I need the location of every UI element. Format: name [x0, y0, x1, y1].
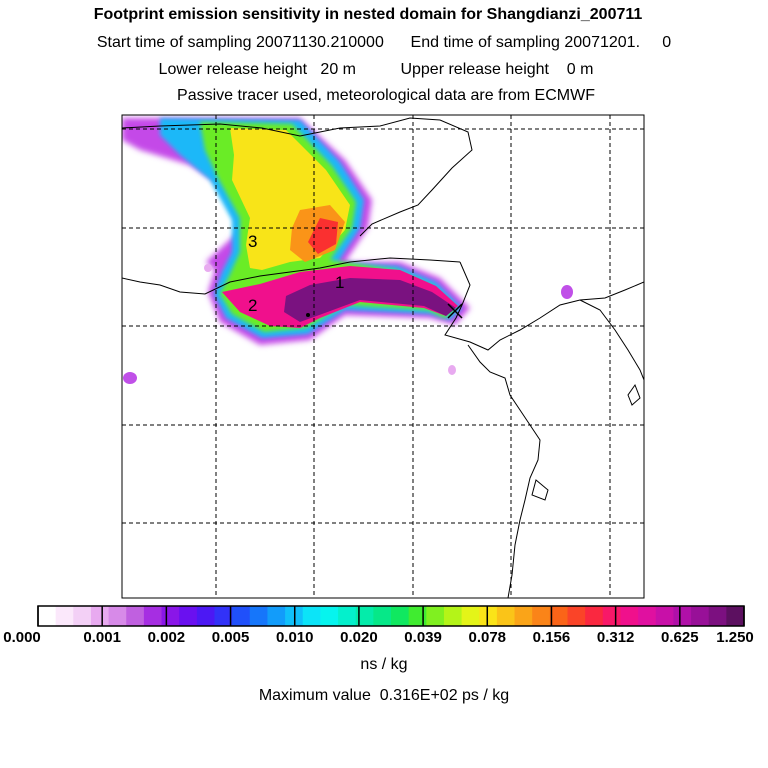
color-bar-swatch — [708, 606, 727, 626]
map-label-2: 2 — [248, 296, 257, 315]
patch-northwest — [204, 264, 212, 272]
patch-east — [561, 285, 573, 299]
release-height-line: Lower release height 20 m Upper release … — [158, 61, 594, 78]
color-bar-tick-label: 0.005 — [211, 629, 250, 646]
patch-southeast — [448, 365, 456, 375]
color-bar-tick-label: 0.001 — [83, 629, 121, 646]
coast-lake — [531, 479, 549, 501]
color-bar-swatch — [691, 606, 710, 626]
color-bar-swatch — [496, 606, 516, 626]
color-bar-swatch — [355, 606, 374, 626]
color-bar-tick-label: 0.020 — [340, 629, 378, 646]
color-bar-tick-label: 0.156 — [532, 629, 571, 646]
color-bar-swatch — [391, 606, 410, 626]
color-bar-swatch — [373, 606, 392, 626]
color-bar-swatch — [302, 606, 321, 626]
coast-peninsula — [467, 344, 541, 598]
coast-north — [122, 117, 473, 237]
lat-lon-grid — [122, 115, 644, 598]
coast-island — [627, 383, 641, 406]
color-bar-swatch — [532, 606, 551, 626]
color-bar-tick-label: 0.010 — [275, 629, 314, 646]
color-bar-swatch — [214, 606, 233, 626]
release-point-dot — [306, 313, 310, 317]
coast-bay — [444, 261, 644, 351]
color-bar-swatch — [549, 606, 568, 626]
color-bar-swatch — [267, 606, 286, 626]
color-bar-swatch — [655, 606, 674, 626]
tracer-info-line: Passive tracer used, meteorological data… — [177, 87, 595, 104]
color-bar-swatch — [638, 606, 657, 626]
color-bar-tick-label: 0.078 — [468, 629, 507, 646]
units-label: ns / kg — [360, 656, 408, 673]
map-label-1: 1 — [335, 273, 344, 292]
color-bar-swatch — [479, 606, 498, 626]
color-bar-swatch — [461, 606, 480, 626]
color-bar-swatch — [161, 606, 180, 626]
color-bar-swatch — [196, 606, 215, 626]
color-bar-swatch — [426, 606, 445, 626]
color-bar-swatch — [143, 606, 163, 626]
color-bar-swatch — [232, 606, 251, 626]
maximum-value-label: Maximum value 0.316E+02 ps / kg — [258, 687, 510, 704]
map-frame — [121, 114, 645, 599]
color-bar-swatch — [620, 606, 639, 626]
patch-west — [123, 372, 137, 384]
color-bar-swatch — [673, 606, 692, 626]
color-bar-swatch — [408, 606, 427, 626]
color-bar-swatch — [90, 606, 110, 626]
border-line-west — [122, 257, 461, 295]
sampling-time-line: Start time of sampling 20071130.210000 E… — [96, 34, 672, 51]
color-bar-frame — [37, 605, 745, 627]
color-bar-swatch — [320, 606, 339, 626]
plume-red-patch — [308, 218, 338, 254]
color-bar-tick-label: 1.250 — [716, 629, 754, 646]
color-bar — [37, 605, 745, 627]
color-bar-swatch — [249, 606, 268, 626]
color-bar-swatch — [514, 606, 533, 626]
color-bar-swatch — [443, 606, 463, 626]
color-bar-swatch — [602, 606, 621, 626]
plume-dark-core — [284, 278, 456, 322]
color-bar-swatch — [338, 606, 357, 626]
color-bar-tick-label: 0.039 — [404, 629, 442, 646]
color-bar-swatch — [126, 606, 145, 626]
color-bar-swatch — [585, 606, 604, 626]
plume-layer — [122, 118, 573, 384]
color-bar-swatch — [73, 606, 92, 626]
color-bar-swatch — [726, 606, 745, 626]
color-bar-tick-label: 0.000 — [3, 629, 41, 646]
color-bar-tick-label: 0.002 — [147, 629, 186, 646]
color-bar-swatch — [55, 606, 74, 626]
color-bar-tick-label: 0.625 — [661, 629, 699, 646]
receptor-marker — [447, 303, 463, 319]
map-label-3: 3 — [248, 232, 257, 251]
color-bar-swatch — [179, 606, 198, 626]
map-title: Footprint emission sensitivity in nested… — [93, 6, 643, 23]
color-bar-swatch — [567, 606, 586, 626]
coastlines — [122, 117, 644, 598]
color-bar-swatch — [108, 606, 127, 626]
coast-east — [579, 299, 644, 381]
color-bar-tick-label: 0.312 — [596, 629, 635, 646]
color-bar-swatch — [38, 606, 57, 626]
